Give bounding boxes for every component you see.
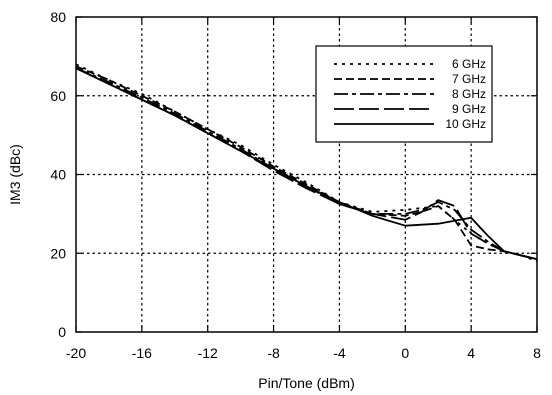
- x-tick-label: -20: [66, 345, 86, 361]
- legend-label-3: 9 GHz: [452, 102, 486, 116]
- y-tick-labels: 0 20 40 60 80: [50, 9, 66, 340]
- legend-label-2: 8 GHz: [452, 87, 486, 101]
- x-tick-label: -16: [132, 345, 152, 361]
- y-tick-label: 40: [50, 167, 66, 183]
- x-tick-label: -8: [267, 345, 280, 361]
- x-tick-labels: -20 -16 -12 -8 -4 0 4 8: [66, 345, 541, 361]
- x-tick-label: 0: [401, 345, 409, 361]
- y-tick-label: 0: [58, 324, 66, 340]
- series-layer: [75, 63, 538, 262]
- legend-label-0: 6 GHz: [452, 57, 486, 71]
- axis-ticks: [75, 16, 538, 333]
- y-tick-label: 20: [50, 245, 66, 261]
- x-tick-label: -12: [198, 345, 218, 361]
- series-line-4: [75, 67, 538, 261]
- legend-label-4: 10 GHz: [445, 117, 486, 131]
- x-axis-label: Pin/Tone (dBm): [258, 375, 354, 391]
- y-axis-label: IM3 (dBc): [7, 144, 23, 205]
- y-tick-label: 80: [50, 9, 66, 25]
- x-tick-label: 4: [467, 345, 475, 361]
- y-tick-label: 60: [50, 88, 66, 104]
- x-tick-label: -4: [333, 345, 346, 361]
- legend-label-1: 7 GHz: [452, 72, 486, 86]
- x-tick-label: 8: [533, 345, 541, 361]
